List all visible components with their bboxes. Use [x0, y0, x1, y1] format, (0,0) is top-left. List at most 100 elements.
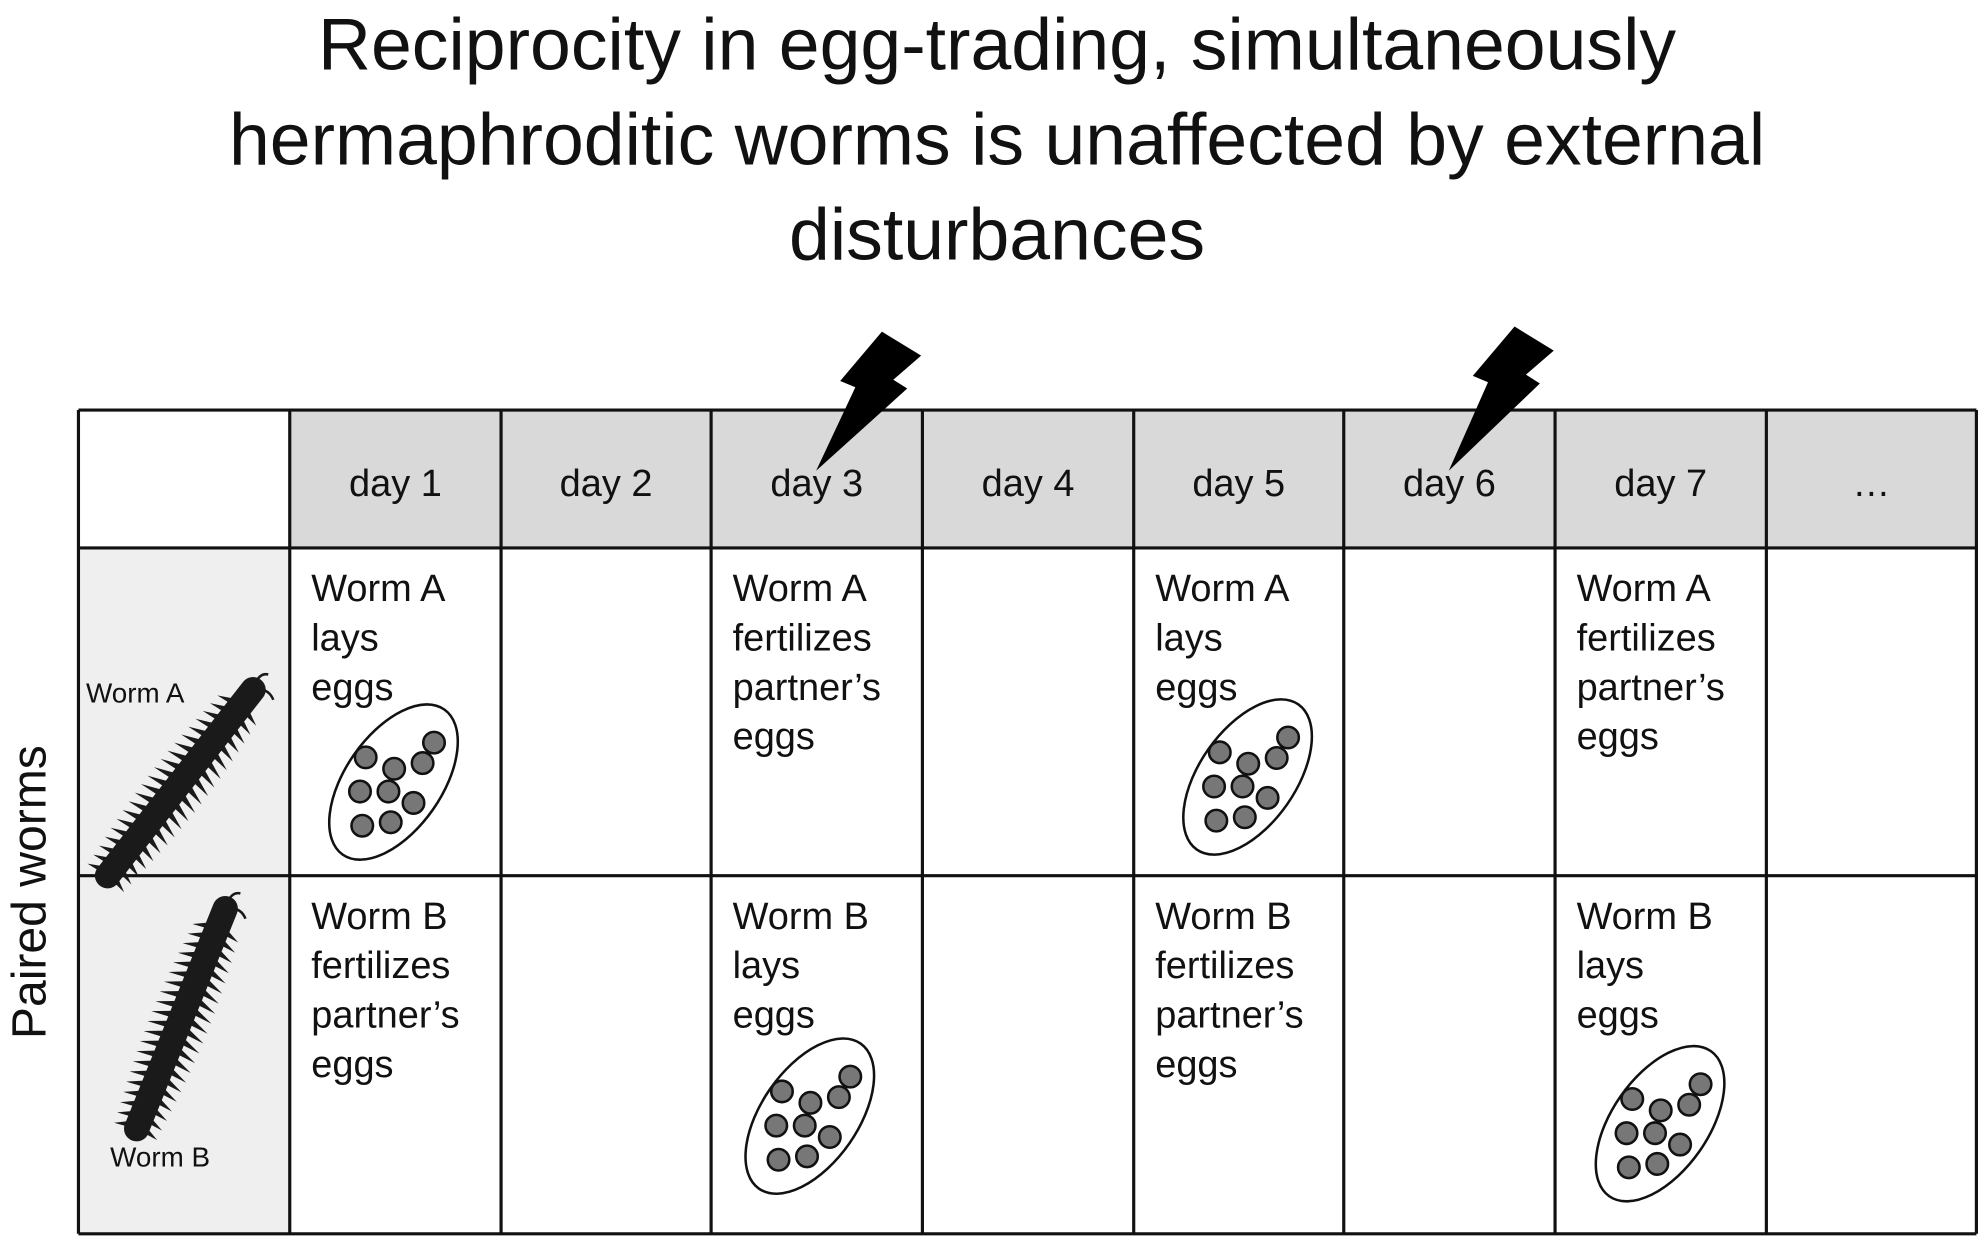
cell-text: eggs [1155, 1044, 1237, 1086]
worm-leg [153, 767, 186, 784]
egg [1255, 785, 1280, 810]
texts: Reciprocity in egg-trading, simultaneous… [3, 4, 1891, 1173]
worm-leg [140, 1109, 163, 1131]
day-header: day 1 [349, 463, 442, 505]
worm-leg [147, 775, 180, 793]
egg [353, 745, 378, 770]
cell-text: eggs [311, 667, 393, 709]
worm-leg [117, 1109, 145, 1120]
worm-leg [120, 1099, 149, 1110]
worm-leg [147, 1020, 181, 1030]
worm-leg [164, 1050, 191, 1074]
worm-leg [143, 1030, 177, 1040]
worm-leg [182, 941, 213, 951]
egg [838, 1064, 863, 1089]
worm-leg [192, 980, 219, 1004]
worm-leg [188, 990, 216, 1014]
worm-leg [140, 826, 161, 854]
worm-leg [208, 941, 233, 964]
worm-leg [87, 863, 114, 876]
worm-leg [159, 990, 193, 1001]
day-header: day 2 [560, 463, 653, 505]
egg [347, 779, 372, 804]
cell-text: eggs [1577, 716, 1659, 758]
title-line: hermaphroditic worms is unaffected by ex… [229, 99, 1765, 181]
egg [826, 1085, 851, 1110]
worm-leg [185, 767, 209, 797]
worm-leg [172, 784, 196, 813]
worm-antenna [224, 891, 247, 920]
cell-text: partner’s [311, 995, 459, 1037]
egg [1230, 774, 1255, 799]
worm-leg [172, 1030, 200, 1054]
worm-leg [114, 1119, 141, 1130]
cell-text: lays [1155, 617, 1222, 659]
worm-leg [159, 801, 182, 830]
worm-leg [238, 700, 257, 726]
day-header: day 5 [1192, 463, 1285, 505]
egg [764, 1113, 789, 1138]
cell-text: partner’s [733, 667, 881, 709]
worm-leg [180, 1010, 208, 1034]
egg [382, 756, 407, 781]
worm-leg [132, 1060, 165, 1070]
worm-leg [104, 836, 134, 851]
cell-text: Worm A [733, 568, 868, 610]
egg [350, 813, 375, 838]
worm-label: Worm A [86, 677, 185, 708]
worm-leg [174, 742, 206, 759]
worm-leg [136, 1119, 158, 1141]
table-grid [76, 408, 1978, 1236]
decorations [87, 672, 1726, 1203]
egg [817, 1124, 842, 1149]
worm-leg [177, 951, 209, 961]
worm-leg [153, 809, 175, 838]
cell-text: Worm B [733, 896, 869, 938]
egg [1616, 1155, 1641, 1180]
worm-leg [199, 750, 221, 779]
egg [798, 1090, 823, 1115]
lightning-bolt [1448, 326, 1554, 471]
worm-antenna [251, 672, 275, 701]
worm-leg [184, 1000, 212, 1024]
title-line: Reciprocity in egg-trading, simultaneous… [318, 4, 1676, 86]
worm-leg [120, 851, 139, 877]
egg [376, 779, 401, 804]
cell-text: Worm A [1577, 568, 1712, 610]
cell-text: partner’s [1155, 995, 1303, 1037]
worm-leg [126, 842, 147, 870]
egg [1620, 1087, 1645, 1112]
egg [1645, 1151, 1670, 1176]
egg [1202, 774, 1227, 799]
egg [1688, 1072, 1713, 1097]
cell-text: lays [1577, 945, 1644, 987]
egg [1232, 805, 1257, 830]
worm-leg [192, 921, 221, 931]
worm-leg [181, 734, 212, 751]
worm-leg [168, 1040, 196, 1064]
worm-leg [148, 1089, 172, 1112]
worm-leg [168, 971, 201, 981]
worm-leg [166, 792, 189, 822]
cell-text: partner’s [1577, 667, 1725, 709]
worm-leg [205, 742, 227, 771]
egg [1643, 1121, 1668, 1146]
worm-leg [209, 703, 238, 717]
egg [401, 790, 426, 815]
cell-text: eggs [1155, 667, 1237, 709]
y-axis-label: Paired worms [3, 745, 57, 1039]
egg [1668, 1132, 1693, 1157]
day-header: day 4 [982, 463, 1075, 505]
worm-leg [144, 1099, 168, 1122]
worm-label: Worm B [110, 1142, 210, 1173]
worm-leg [188, 726, 219, 743]
cell-text: Worm B [1155, 896, 1291, 938]
worm-leg [156, 1070, 182, 1093]
worm-leg [113, 859, 132, 885]
worm-leg [123, 1089, 153, 1100]
worm-leg [212, 734, 233, 762]
worm-leg [231, 708, 251, 735]
day-header: day 3 [770, 463, 863, 505]
worm-leg [160, 758, 193, 776]
